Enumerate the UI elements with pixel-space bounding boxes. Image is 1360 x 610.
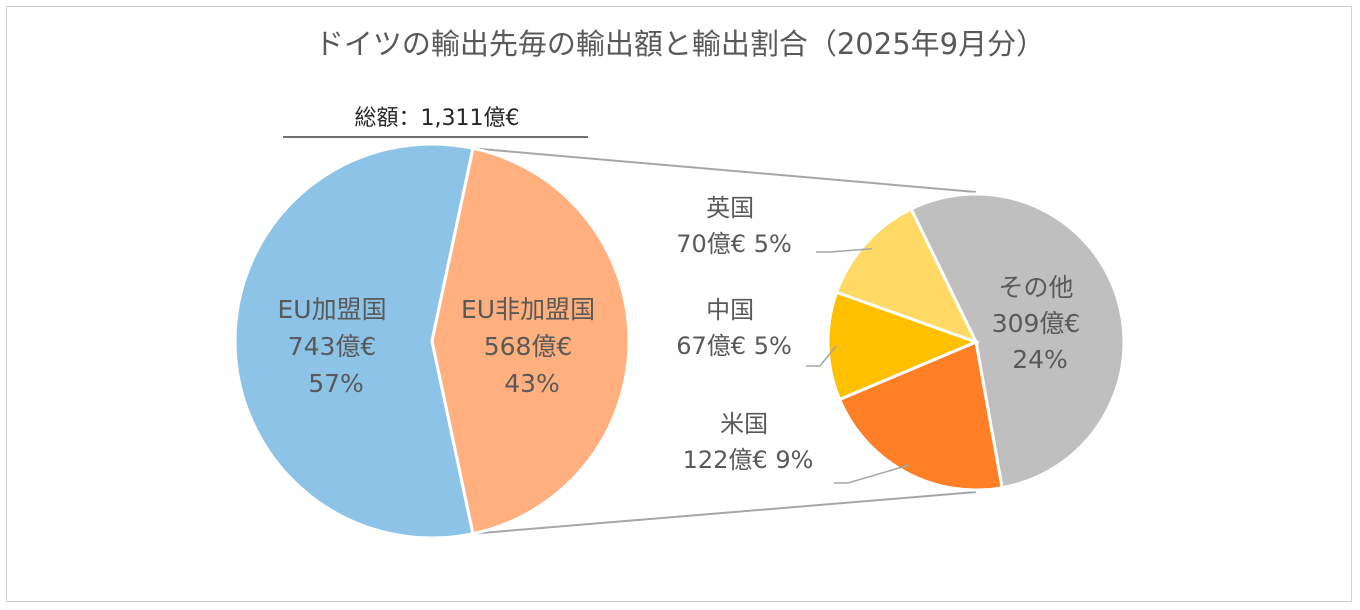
connector-line-bottom: [472, 491, 977, 535]
slice-value-percent: 67億€ 5%: [676, 332, 792, 360]
main-pie-slice: [430, 146, 631, 536]
slice-value-percent: 70億€ 5%: [676, 230, 792, 258]
main-slice-label-non-eu: EU非加盟国 568億€ 43%: [461, 295, 603, 398]
breakdown-pie-slice: [837, 339, 1004, 492]
slice-name: その他: [999, 273, 1074, 302]
slice-name: 中国: [706, 296, 754, 324]
leader-line: [806, 345, 837, 367]
leader-lines: [806, 247, 910, 484]
breakdown-pie-slice: [826, 290, 981, 402]
sub-slice-label-china: 中国 67億€ 5%: [676, 296, 792, 360]
chart-frame: [6, 6, 1352, 602]
connector-lines: [472, 147, 977, 535]
main-pie-slice: [233, 142, 475, 540]
slice-value-percent: 122億€ 9%: [683, 446, 814, 474]
sub-slice-label-uk: 英国 70億€ 5%: [676, 194, 792, 258]
slice-name: 英国: [706, 194, 754, 222]
leader-line: [834, 464, 910, 484]
breakdown-pie-slice: [909, 192, 1126, 490]
slice-percent: 24%: [1012, 345, 1068, 374]
slice-name: EU加盟国: [277, 295, 386, 324]
breakdown-pie-slice: [834, 206, 979, 345]
slice-value: 743億€: [288, 332, 377, 361]
sub-slice-label-other: その他 309億€ 24%: [992, 273, 1089, 374]
chart-title: ドイツの輸出先毎の輸出額と輸出割合（2025年9月分）: [315, 27, 1045, 61]
slice-name: 米国: [720, 410, 768, 438]
slice-value: 309億€: [992, 309, 1081, 338]
sub-slice-label-us: 米国 122億€ 9%: [683, 410, 814, 474]
slice-value: 568億€: [484, 332, 573, 361]
leader-line: [816, 247, 872, 253]
slice-percent: 57%: [308, 369, 364, 398]
breakdown-pie: [826, 192, 1126, 492]
slice-name: EU非加盟国: [461, 295, 595, 324]
total-label: 総額：1,311億€: [355, 106, 520, 131]
main-pie: [233, 142, 631, 540]
connector-line-top: [472, 147, 977, 193]
main-slice-label-eu: EU加盟国 743億€ 57%: [277, 295, 394, 398]
slice-percent: 43%: [504, 369, 560, 398]
